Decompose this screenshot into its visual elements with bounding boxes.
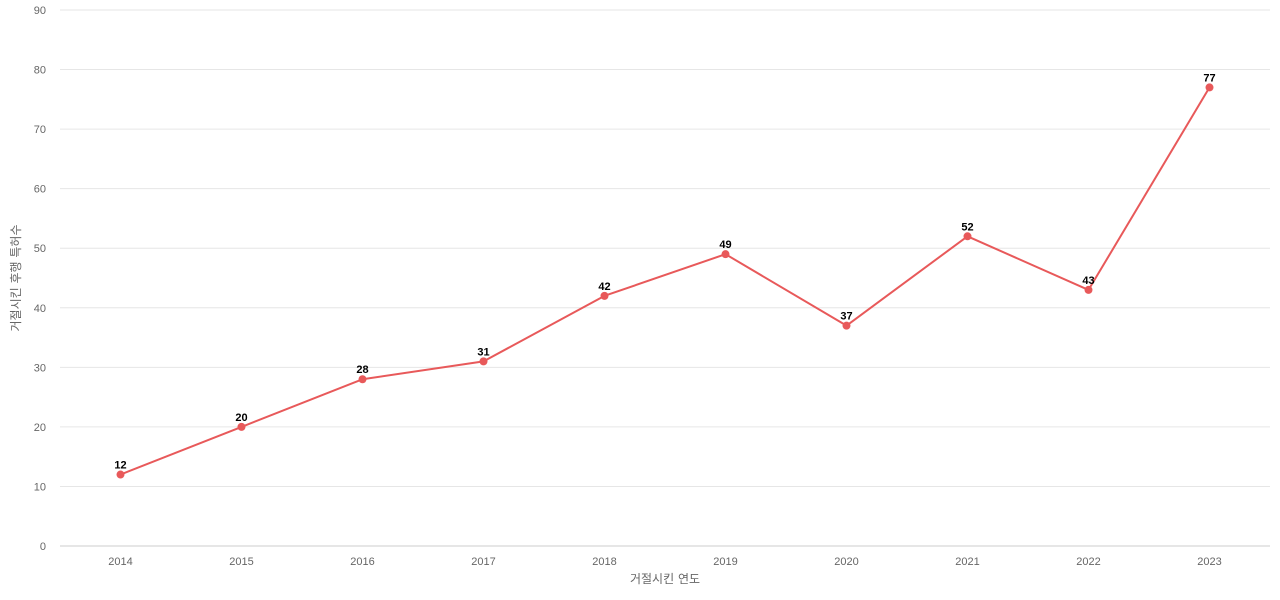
y-axis-title: 거절시킨 후행 특허수 (8, 225, 23, 332)
data-point[interactable] (1084, 285, 1093, 294)
data-label: 20 (235, 412, 247, 424)
y-tick-label: 20 (34, 422, 46, 434)
x-tick-label: 2023 (1197, 556, 1221, 568)
data-point[interactable] (721, 250, 730, 259)
data-point[interactable] (963, 232, 972, 241)
y-tick-label: 90 (34, 5, 46, 17)
data-label: 77 (1203, 72, 1215, 84)
data-label: 52 (961, 221, 973, 233)
data-point[interactable] (600, 291, 609, 300)
data-point[interactable] (479, 357, 488, 366)
data-point[interactable] (116, 470, 125, 479)
x-tick-label: 2015 (229, 556, 253, 568)
data-label: 12 (114, 460, 126, 472)
data-label: 43 (1082, 275, 1094, 287)
y-tick-label: 70 (34, 124, 46, 136)
data-point[interactable] (237, 422, 246, 431)
data-label: 31 (477, 346, 489, 358)
y-tick-label: 0 (40, 541, 46, 553)
x-tick-label: 2021 (955, 556, 979, 568)
x-tick-label: 2022 (1076, 556, 1100, 568)
data-labels: 12 20 28 31 42 49 37 52 43 77 (114, 72, 1215, 471)
y-axis-ticks: 0 10 20 30 40 50 60 70 80 90 (34, 5, 46, 553)
x-axis-ticks: 2014 2015 2016 2017 2018 2019 2020 2021 2022 2023 (108, 556, 1221, 568)
data-label: 42 (598, 281, 610, 293)
y-tick-label: 60 (34, 184, 46, 196)
x-tick-label: 2018 (592, 556, 616, 568)
x-tick-label: 2016 (350, 556, 374, 568)
x-tick-label: 2014 (108, 556, 132, 568)
data-point[interactable] (842, 321, 851, 330)
y-tick-label: 50 (34, 243, 46, 255)
x-axis-title: 거절시킨 연도 (630, 572, 700, 586)
data-point[interactable] (358, 375, 367, 384)
x-tick-label: 2017 (471, 556, 495, 568)
y-tick-label: 80 (34, 65, 46, 77)
data-label: 28 (356, 364, 368, 376)
data-label: 37 (840, 311, 852, 323)
series-line-layer (120, 86, 1211, 476)
x-tick-label: 2020 (834, 556, 858, 568)
y-tick-label: 10 (34, 481, 46, 493)
series-line (120, 86, 1211, 476)
x-tick-label: 2019 (713, 556, 737, 568)
data-point[interactable] (1205, 83, 1214, 92)
data-points (116, 83, 1214, 479)
y-tick-label: 40 (34, 303, 46, 315)
grid-lines (60, 9, 1270, 487)
y-tick-label: 30 (34, 362, 46, 374)
data-label: 49 (719, 239, 731, 251)
